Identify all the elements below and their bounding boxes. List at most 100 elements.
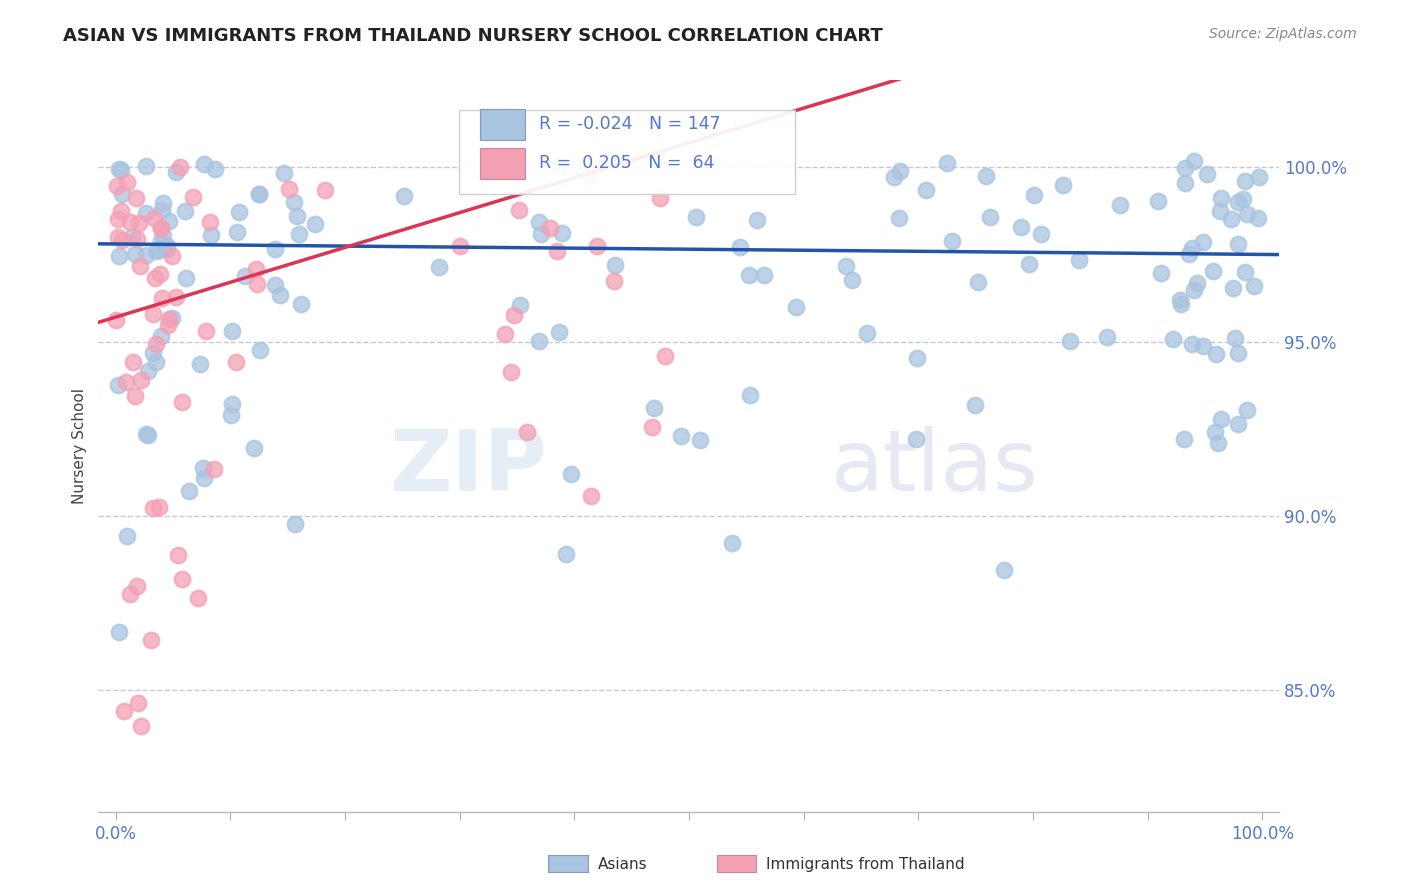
Point xyxy=(579,169,602,183)
Point xyxy=(149,329,172,343)
Point xyxy=(1227,346,1250,360)
Point xyxy=(225,355,247,369)
Point xyxy=(285,210,308,224)
Point xyxy=(1010,220,1032,235)
Point xyxy=(560,467,582,482)
Point xyxy=(150,220,173,235)
Point xyxy=(157,311,180,326)
Point xyxy=(170,572,193,586)
Point xyxy=(967,275,990,289)
Point xyxy=(115,529,138,543)
Point xyxy=(835,259,858,273)
Point xyxy=(145,244,167,259)
Point xyxy=(1150,266,1173,280)
Point xyxy=(527,334,550,348)
Point xyxy=(785,300,807,314)
Point xyxy=(494,326,516,341)
Point xyxy=(145,337,167,351)
Point xyxy=(245,277,267,292)
Point xyxy=(135,206,157,220)
Point xyxy=(152,228,174,243)
Point xyxy=(1095,329,1118,343)
Point xyxy=(579,489,602,503)
Point xyxy=(993,563,1015,577)
Point xyxy=(148,243,170,257)
Point xyxy=(152,196,174,211)
Point xyxy=(193,470,215,484)
Point xyxy=(689,433,711,447)
Point xyxy=(1182,283,1205,297)
Point xyxy=(527,215,550,229)
Point xyxy=(1233,265,1256,279)
Point xyxy=(120,587,142,601)
Point xyxy=(1204,425,1226,439)
Point xyxy=(1173,433,1195,447)
Point xyxy=(747,213,769,227)
Text: ZIP: ZIP xyxy=(389,426,547,509)
Text: atlas: atlas xyxy=(831,426,1039,509)
Text: R = -0.024   N = 147: R = -0.024 N = 147 xyxy=(538,115,720,134)
Point xyxy=(1029,227,1052,241)
Point xyxy=(143,271,166,285)
Point xyxy=(122,354,145,368)
Point xyxy=(1209,203,1232,218)
Point xyxy=(107,230,129,244)
Point xyxy=(290,297,312,311)
Point xyxy=(883,169,905,184)
Point xyxy=(221,397,243,411)
Point xyxy=(129,373,152,387)
Point xyxy=(200,227,222,242)
Point xyxy=(1226,417,1249,431)
Point xyxy=(1147,194,1170,208)
Point xyxy=(546,244,568,259)
Point xyxy=(142,500,165,515)
Point xyxy=(737,268,759,283)
Point xyxy=(142,345,165,359)
Point xyxy=(145,355,167,369)
Point xyxy=(508,202,530,217)
Point xyxy=(547,159,569,173)
Point xyxy=(128,216,150,230)
Point xyxy=(124,389,146,403)
Point xyxy=(976,169,998,183)
Point xyxy=(1211,412,1233,426)
Point xyxy=(112,704,135,718)
Point xyxy=(1236,403,1258,417)
Point xyxy=(740,388,762,402)
Point xyxy=(157,214,180,228)
Point xyxy=(129,719,152,733)
Point xyxy=(1209,191,1232,205)
Point xyxy=(1109,198,1132,212)
Point xyxy=(1219,211,1241,226)
Point xyxy=(125,191,148,205)
Point xyxy=(1170,297,1192,311)
Point xyxy=(915,183,938,197)
Point xyxy=(142,307,165,321)
Point xyxy=(193,157,215,171)
Point xyxy=(162,310,184,325)
Point xyxy=(394,189,416,203)
Point xyxy=(501,365,523,379)
Text: Asians: Asians xyxy=(598,857,647,871)
Point xyxy=(509,298,531,312)
Point xyxy=(721,536,744,550)
Point xyxy=(269,287,291,301)
FancyBboxPatch shape xyxy=(479,109,524,140)
Point xyxy=(247,187,270,202)
Point xyxy=(108,249,131,263)
Point xyxy=(127,579,149,593)
Point xyxy=(136,364,159,378)
Point xyxy=(503,308,526,322)
Point xyxy=(169,161,191,175)
Point xyxy=(167,549,190,563)
Point xyxy=(643,401,665,415)
Point xyxy=(1185,276,1208,290)
Point xyxy=(107,378,129,392)
Point xyxy=(1022,188,1045,202)
Point xyxy=(195,324,218,338)
Point xyxy=(1226,195,1249,210)
Point xyxy=(1192,235,1215,249)
Point xyxy=(551,226,574,240)
Point xyxy=(754,268,776,283)
Point xyxy=(110,233,132,247)
